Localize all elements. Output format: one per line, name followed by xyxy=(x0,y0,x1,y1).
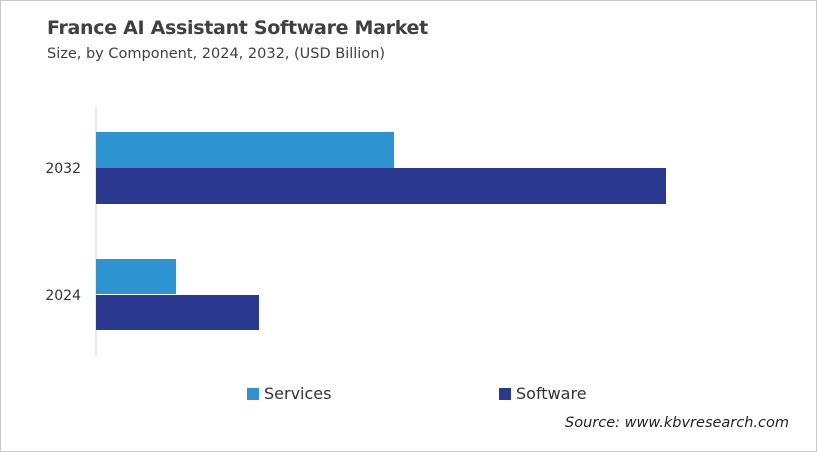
legend-label-services: Services xyxy=(264,384,332,403)
bar-services-2032 xyxy=(96,132,394,168)
chart-subtitle: Size, by Component, 2024, 2032, (USD Bil… xyxy=(47,46,386,62)
legend-swatch-software xyxy=(499,387,511,400)
bar-services-2024 xyxy=(96,259,176,294)
legend-item-services: Services xyxy=(247,384,331,403)
y-tick-label-2024: 2024 xyxy=(45,288,81,304)
legend-label-software: Software xyxy=(516,384,587,403)
source-note: Source: www.kbvresearch.com xyxy=(565,415,789,431)
bar-software-2032 xyxy=(96,168,666,204)
bar-software-2024 xyxy=(96,295,259,330)
legend-swatch-services xyxy=(247,387,259,400)
y-tick-label-2032: 2032 xyxy=(45,161,81,177)
chart-title: France AI Assistant Software Market xyxy=(47,17,428,39)
legend-item-software: Software xyxy=(499,384,587,403)
